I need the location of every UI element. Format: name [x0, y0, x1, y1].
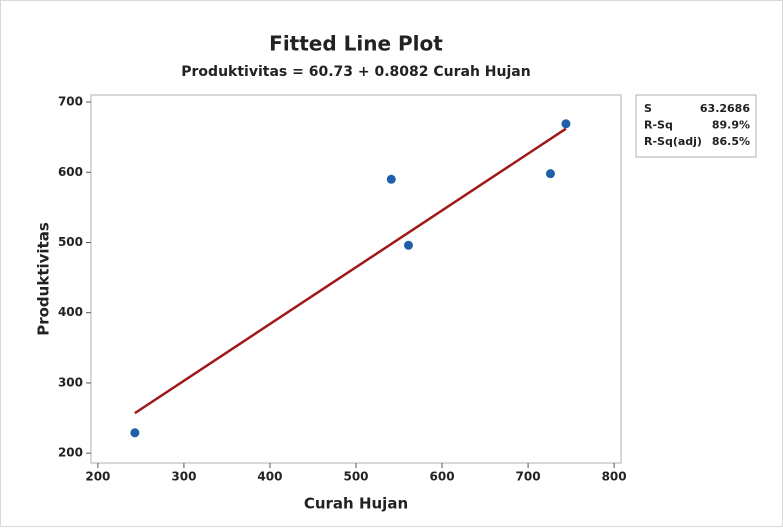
x-tick-label: 300 — [171, 470, 196, 484]
stat-label: R-Sq — [644, 119, 673, 132]
x-tick-label: 500 — [343, 470, 368, 484]
stat-value: 86.5% — [712, 135, 750, 148]
x-tick-label: 800 — [602, 470, 627, 484]
stats-box — [635, 94, 757, 158]
y-tick-label: 300 — [58, 375, 83, 389]
data-point — [403, 240, 413, 250]
y-tick-label: 500 — [58, 235, 83, 249]
x-axis-label: Curah Hujan — [304, 495, 408, 513]
x-tick-label: 200 — [85, 470, 110, 484]
x-tick-label: 400 — [257, 470, 282, 484]
plot-area — [90, 94, 622, 464]
stat-label: S — [644, 102, 652, 115]
y-tick-label: 700 — [58, 95, 83, 109]
stat-value: 63.2686 — [700, 102, 750, 115]
y-tick-label: 200 — [58, 446, 83, 460]
chart-title: Fitted Line Plot — [269, 32, 443, 56]
chart-subtitle: Produktivitas = 60.73 + 0.8082 Curah Huj… — [181, 64, 530, 80]
x-tick-label: 700 — [516, 470, 541, 484]
data-point — [130, 428, 140, 438]
stat-value: 89.9% — [712, 119, 750, 132]
x-tick-label: 600 — [430, 470, 455, 484]
data-point — [545, 169, 555, 179]
fit-line — [134, 127, 567, 415]
stat-label: R-Sq(adj) — [644, 135, 702, 148]
data-point — [386, 174, 396, 184]
data-point — [561, 119, 571, 129]
y-axis-label: Produktivitas — [35, 222, 53, 336]
y-tick-label: 600 — [58, 165, 83, 179]
y-tick-label: 400 — [58, 305, 83, 319]
